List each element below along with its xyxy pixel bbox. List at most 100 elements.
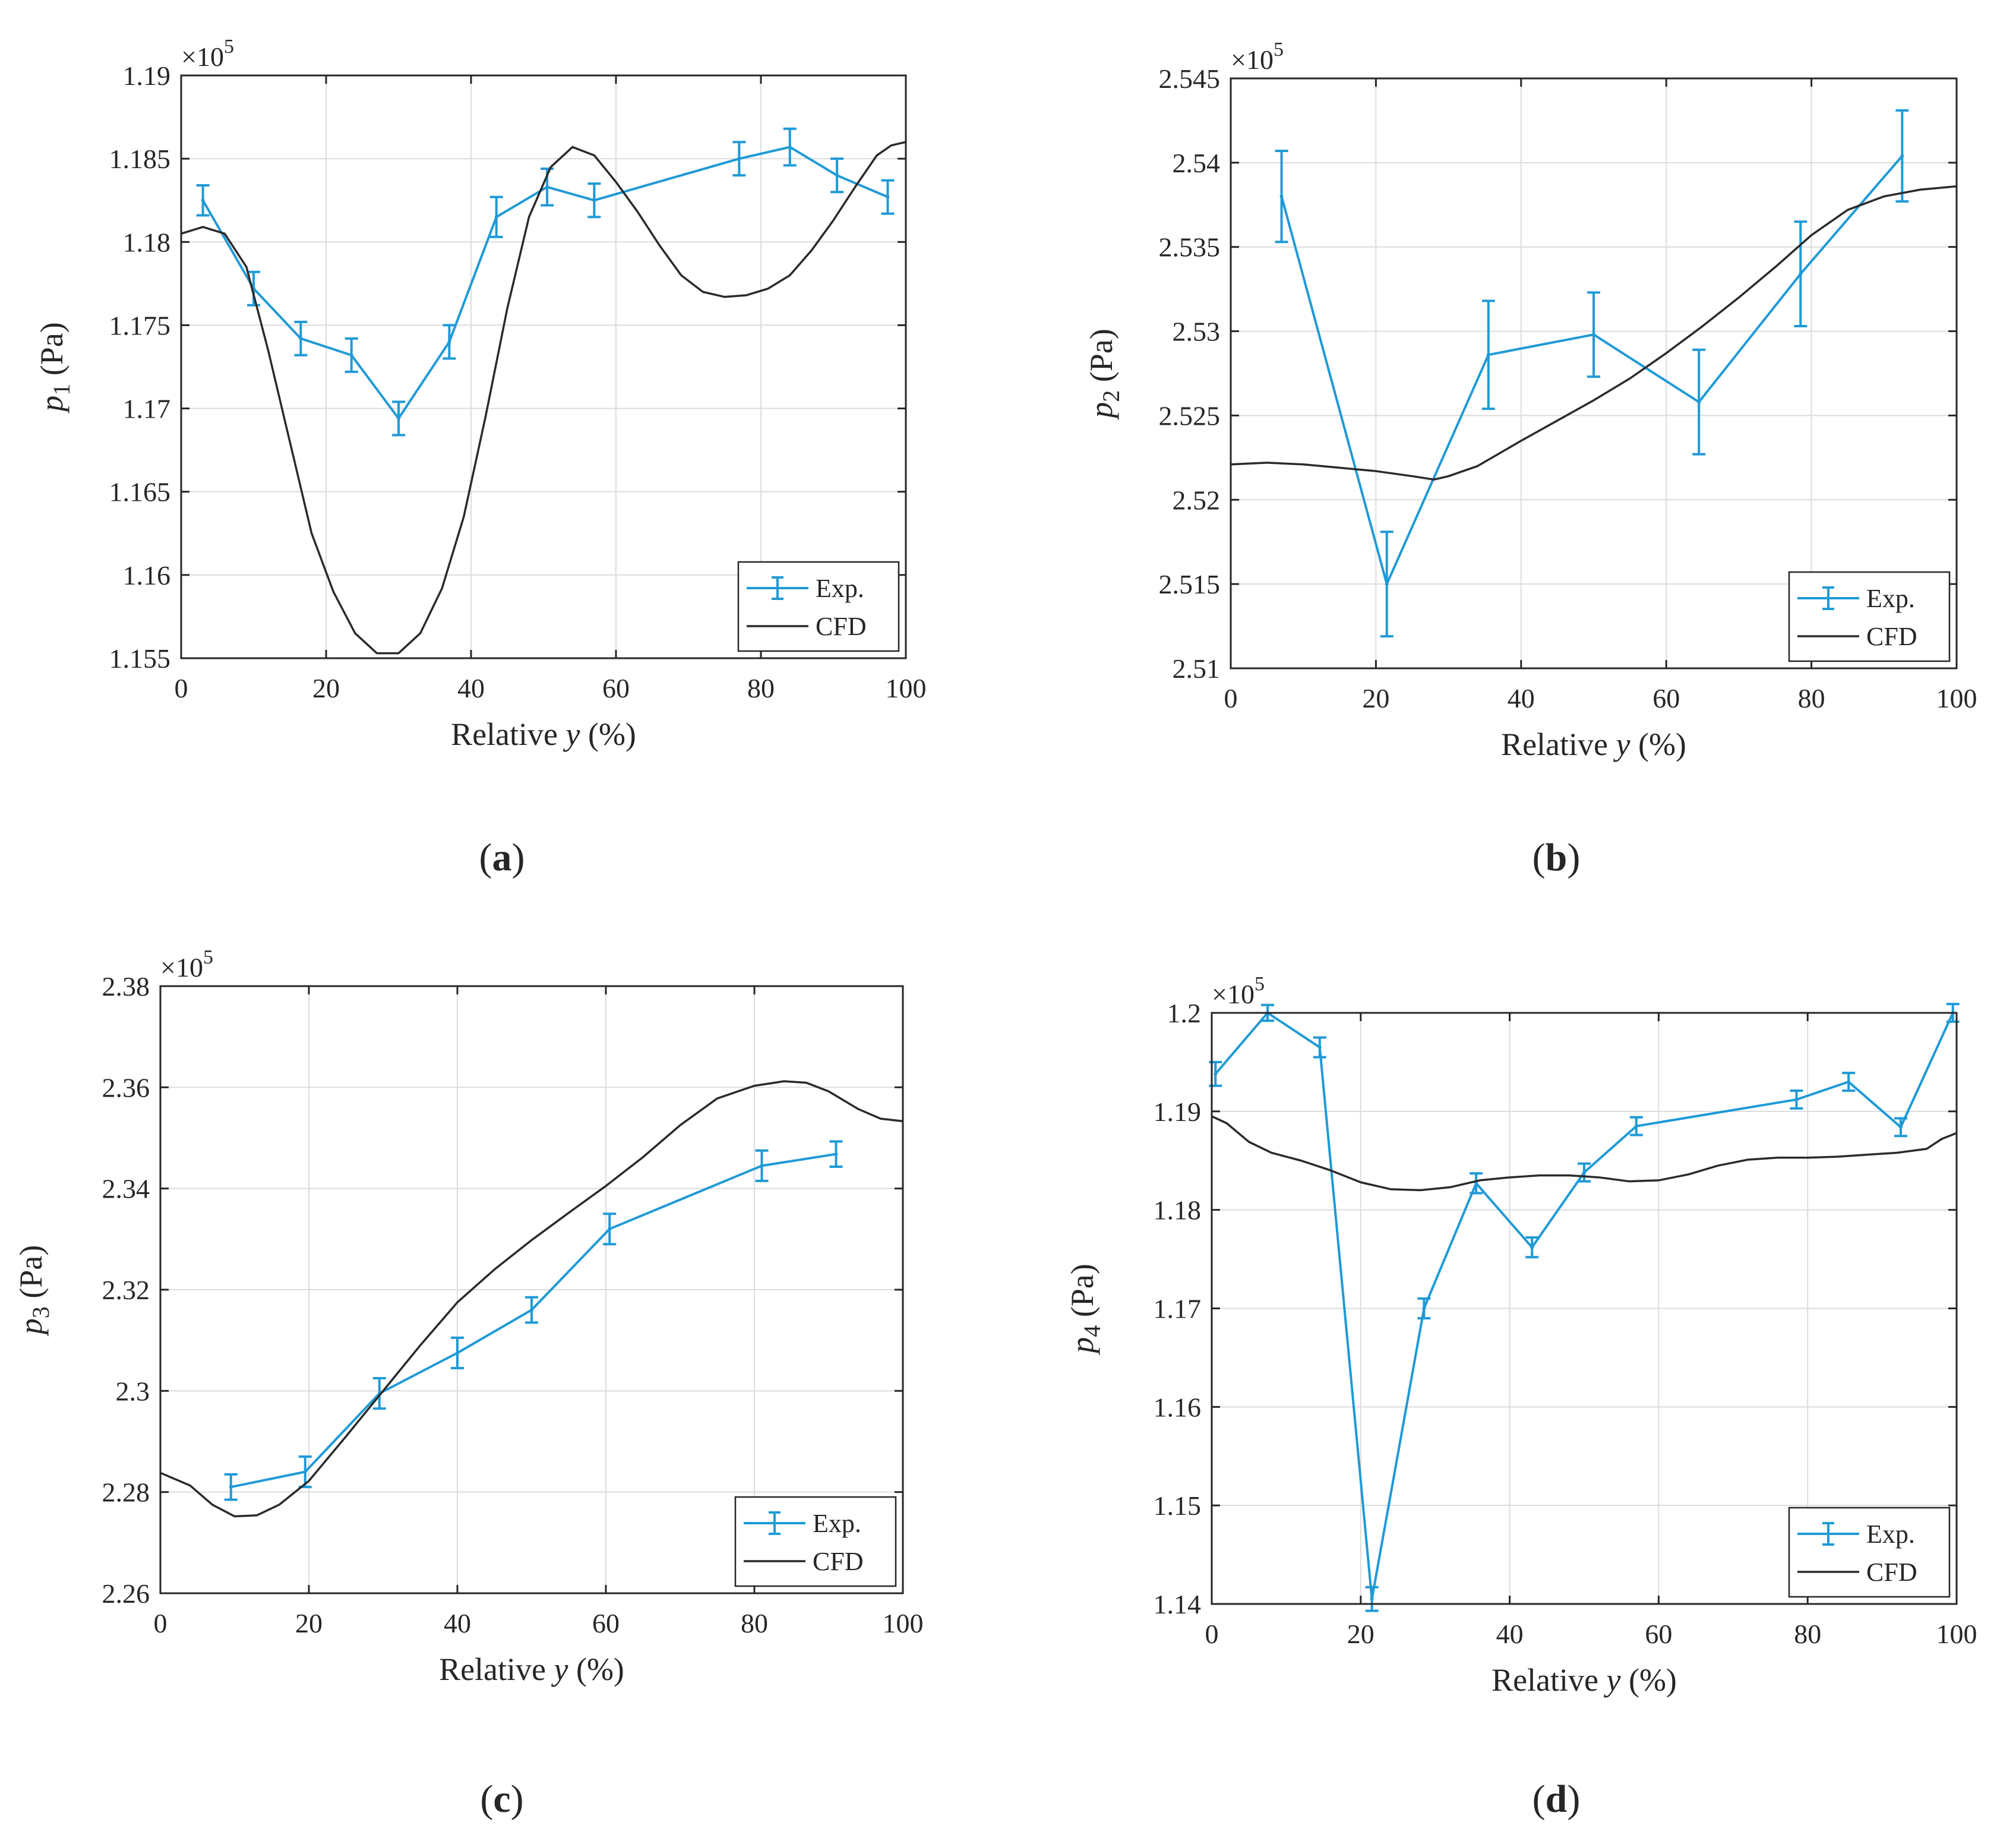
exp-errorbar [294,320,308,356]
axis-multiplier: ×105 [1212,973,1265,1009]
x-label-text: Relative [451,716,565,752]
exp-point [397,416,400,421]
caption-open: ( [1532,1777,1546,1821]
exp-errorbar [525,1296,538,1324]
exp-point [494,215,498,219]
legend-box [1788,571,1951,662]
exp-errorbar [224,1473,238,1501]
exp-errorbar [489,195,503,238]
exp-errorbar [1313,1036,1326,1059]
x-tick-label: 0 [1205,1619,1219,1649]
exp-point [1799,272,1803,276]
y-label-unit: (Pa) [1083,329,1119,390]
y-tick-label: 1.155 [109,643,171,674]
exp-point [834,1152,838,1156]
x-tick-label: 80 [1798,683,1825,713]
exp-point [1370,1597,1374,1601]
x-tick-label: 40 [1496,1619,1524,1649]
legend-entry: Exp. [747,574,864,603]
axis-multiplier: ×105 [181,36,234,72]
legend-box [737,561,900,652]
exp-errorbar [830,157,844,194]
exp-errorbar [881,179,895,215]
x-label-text: Relative [1492,1662,1606,1698]
x-tick-label: 100 [1936,683,1977,713]
caption-letter: c [493,1777,510,1821]
plot-area [181,75,906,658]
exp-errorbar [196,184,210,217]
y-axis-label: p1 (Pa) [34,322,75,413]
caption-close: ) [1567,836,1580,879]
y-tick-label: 2.32 [102,1275,150,1305]
exp-errorbar [1894,1117,1907,1138]
multiplier-exponent: 5 [1274,39,1284,61]
x-tick-label: 20 [1362,683,1389,713]
legend-label: Exp. [813,1509,861,1538]
x-label-text: Relative [439,1651,554,1687]
y-label-unit: (Pa) [13,1245,49,1306]
legend-label: CFD [813,1547,864,1576]
exp-point [788,145,792,149]
y-tick-label: 2.26 [102,1578,150,1609]
axes-box [1230,77,1958,669]
legend-entry: Exp. [1797,1520,1915,1549]
y-label-unit: (Pa) [34,322,69,383]
x-tick-label: 20 [295,1608,323,1638]
exp-point [229,1485,233,1489]
legend-label: Exp. [1866,1520,1915,1549]
x-label-unit: (%) [1620,1662,1676,1698]
x-tick-label: 0 [154,1608,168,1638]
exp-point [737,157,741,161]
exp-errorbar [1275,149,1288,244]
y-tick-label: 2.38 [102,971,150,1002]
y-label-subscript: 4 [1079,1325,1105,1337]
x-label-unit: (%) [580,716,636,752]
y-tick-label: 2.51 [1173,653,1221,684]
y-tick-label: 1.185 [109,144,171,174]
x-tick-label: 40 [444,1608,471,1638]
legend-label: CFD [1866,622,1917,651]
legend: Exp. CFD [1788,1507,1951,1598]
exp-errorbar [755,1149,769,1182]
exp-errorbar [1525,1236,1539,1259]
y-tick-label: 1.15 [1154,1490,1202,1521]
panel-caption: (c) [480,1777,523,1821]
exp-point [1592,333,1595,337]
x-tick-label: 20 [312,673,340,703]
legend-box [734,1496,897,1587]
y-axis-label: p2 (Pa) [1083,329,1124,420]
exp-point [835,173,839,178]
y-tick-label: 2.53 [1173,317,1221,347]
exp-errorbar [587,182,601,219]
panel-a: 0 20 40 60 80 100 1.155 1.16 1.165 1.17 1.175 1.18 1… [34,36,927,879]
multiplier-base: ×10 [1212,979,1255,1009]
exp-point [1898,1125,1903,1129]
x-tick-label: 20 [1347,1619,1374,1649]
y-tick-label: 2.3 [116,1376,150,1406]
caption-open: ( [1532,836,1546,879]
legend-entry: Exp. [744,1509,861,1538]
y-tick-label: 1.19 [1154,1097,1202,1127]
legend-label: Exp. [816,574,864,603]
x-label-variable: y [1604,1662,1621,1698]
exp-errorbar [603,1212,617,1246]
x-label-variable: y [563,716,580,752]
legend-entry: CFD [744,1547,864,1576]
exp-errorbar [247,270,260,307]
exp-errorbar [1365,1586,1379,1612]
panel-caption: (a) [479,836,525,879]
exp-errorbar [1895,109,1909,203]
exp-errorbar [1629,1116,1643,1136]
exp-errorbar [345,337,358,373]
legend-entry: CFD [747,612,867,641]
exp-point [592,198,596,203]
y-tick-label: 2.36 [102,1072,150,1103]
y-label-variable: p [13,1318,49,1337]
y-tick-label: 2.54 [1173,148,1221,178]
x-tick-label: 60 [1645,1619,1672,1649]
legend: Exp. CFD [734,1496,897,1587]
y-tick-label: 1.16 [123,560,171,590]
axis-multiplier: ×105 [1231,39,1284,75]
panel-c: 0 20 40 60 80 100 2.26 2.28 2.3 2.32 2.34 2.36 2.38 ×… [13,946,924,1821]
multiplier-exponent: 5 [1255,973,1265,995]
